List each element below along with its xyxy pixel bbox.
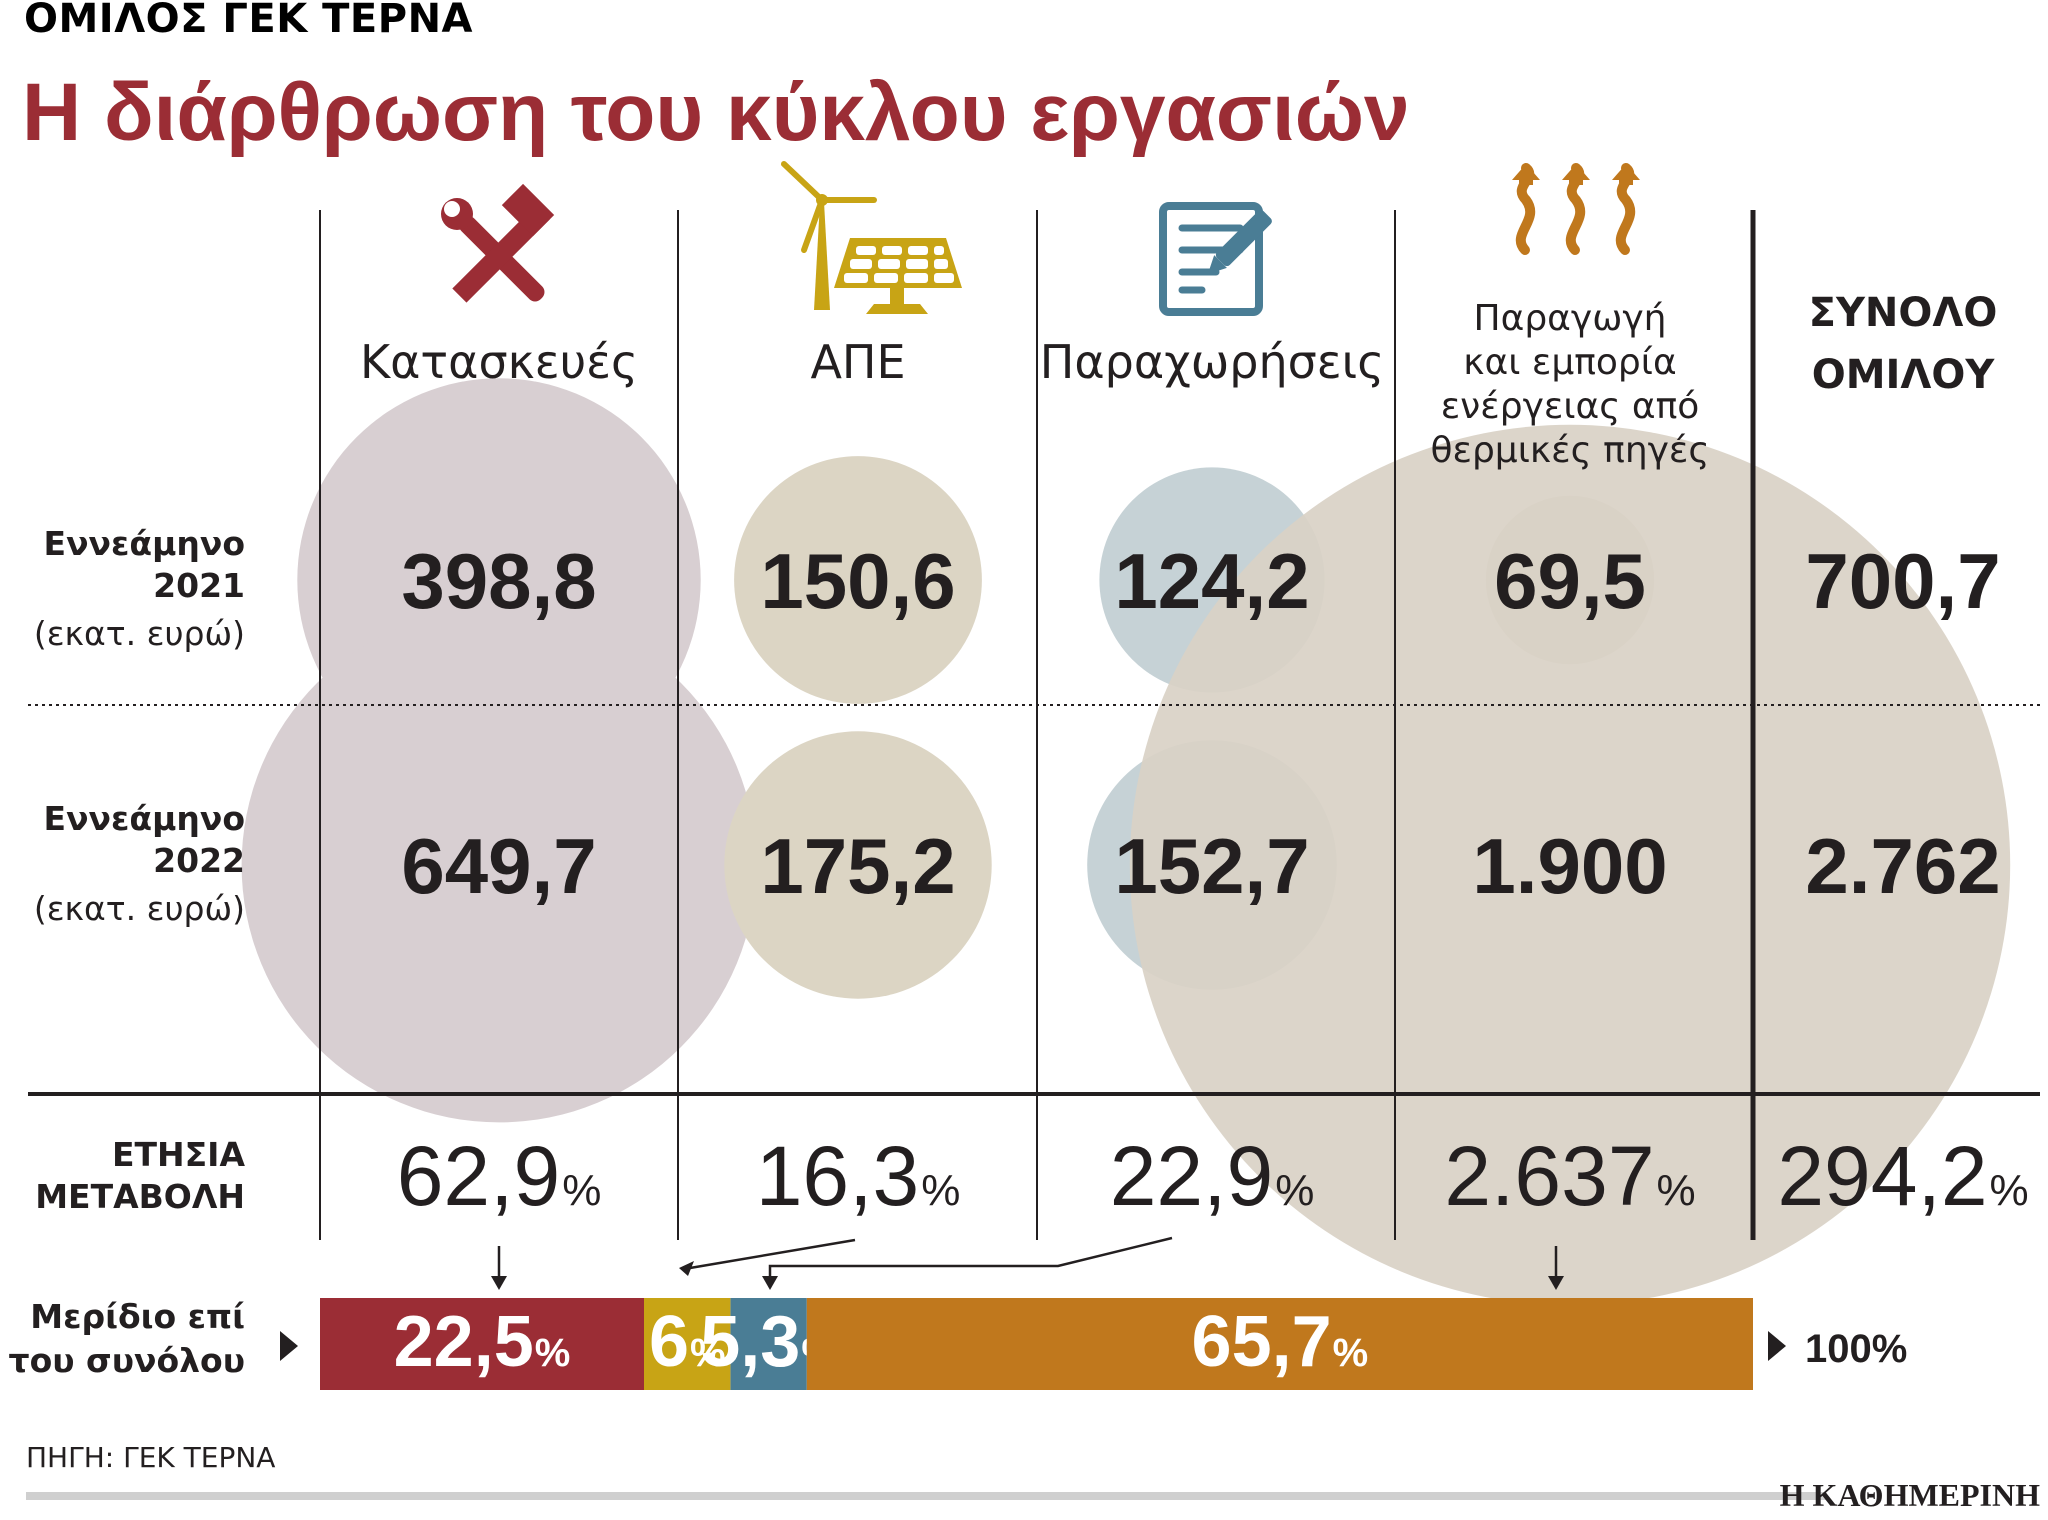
column-heading-construction: Κατασκευές bbox=[360, 335, 638, 389]
share-label: του συνόλου bbox=[9, 1341, 245, 1380]
share-row-marker bbox=[280, 1331, 298, 1361]
row-label-2022: 2022 bbox=[153, 841, 245, 880]
annual-change-value: 294,2% bbox=[1777, 1129, 2028, 1223]
row-label-2021: Εννεάμηνο bbox=[44, 524, 245, 563]
value-label-2021: 124,2 bbox=[1114, 537, 1309, 625]
total-share-marker bbox=[1768, 1331, 1786, 1361]
kicker: ΟΜΙΛΟΣ ΓΕΚ ΤΕΡΝΑ bbox=[24, 0, 473, 42]
total-heading: ΟΜΙΛΟΥ bbox=[1812, 352, 1996, 398]
wind-solar-icon bbox=[781, 161, 962, 314]
connector-renewables bbox=[689, 1238, 856, 1270]
share-segment bbox=[644, 1298, 731, 1390]
annual-change-label: ΕΤΗΣΙΑ bbox=[112, 1135, 245, 1174]
total-value-2022: 2.762 bbox=[1805, 822, 2000, 910]
value-label-2022: 152,7 bbox=[1114, 822, 1309, 910]
column-heading-concessions: Παραχωρήσεις bbox=[1040, 335, 1384, 389]
row-label-2022: Εννεάμηνο bbox=[44, 799, 245, 838]
connector-concessions bbox=[768, 1236, 1173, 1278]
brand-logo: Η ΚΑΘΗΜΕΡΙΝΗ bbox=[1780, 1477, 2040, 1513]
row-unit-2021: (εκατ. ευρώ) bbox=[34, 614, 245, 653]
column-heading-thermal: και εμπορία bbox=[1463, 342, 1676, 383]
value-label-2022: 649,7 bbox=[401, 822, 596, 910]
annual-change-label: ΜΕΤΑΒΟΛΗ bbox=[35, 1177, 245, 1216]
bubble-2022-3 bbox=[1129, 424, 2011, 1306]
connector-arrows bbox=[497, 1236, 1558, 1278]
source-note: ΠΗΓΗ: ΓΕΚ ΤΕΡΝΑ bbox=[26, 1441, 275, 1474]
column-heading-thermal: ενέργειας από bbox=[1441, 386, 1700, 427]
row-unit-2022: (εκατ. ευρώ) bbox=[34, 889, 245, 928]
value-label-2021: 398,8 bbox=[401, 537, 596, 625]
annual-change-value: 62,9% bbox=[397, 1129, 602, 1223]
total-share-value: 100% bbox=[1805, 1327, 1907, 1371]
grid-lines bbox=[28, 210, 2040, 1240]
contract-pen-icon bbox=[1159, 202, 1272, 316]
column-heading-thermal: Παραγωγή bbox=[1474, 298, 1667, 339]
share-segment bbox=[730, 1298, 807, 1390]
value-label-2021: 150,6 bbox=[760, 537, 955, 625]
column-heading-thermal: θερμικές πηγές bbox=[1430, 430, 1709, 471]
connector-arrowheads bbox=[491, 1261, 1564, 1290]
column-heading-renewables: ΑΠΕ bbox=[810, 335, 905, 389]
row-label-2021: 2021 bbox=[153, 566, 245, 605]
footer-rule bbox=[26, 1492, 1826, 1500]
share-bar: 22,5%6%5,3%65,7% bbox=[320, 1298, 1753, 1390]
value-label-2022: 175,2 bbox=[760, 822, 955, 910]
bubble-2021-1 bbox=[734, 456, 982, 704]
share-segment bbox=[806, 1298, 1753, 1390]
total-heading: ΣΥΝΟΛΟ bbox=[1809, 290, 1998, 336]
annual-change-value: 16,3% bbox=[756, 1129, 961, 1223]
bubble-2022-1 bbox=[724, 731, 992, 999]
page-title: Η διάρθρωση του κύκλου εργασιών bbox=[22, 67, 1410, 158]
value-label-2022: 1.900 bbox=[1472, 822, 1667, 910]
share-label: Μερίδιο επί bbox=[30, 1297, 245, 1336]
value-layer: 398,8 150,6 124,2 69,5 700,7 649,7 175,2 152,7 1… bbox=[397, 537, 2029, 1223]
share-segment bbox=[320, 1298, 644, 1390]
total-value-2021: 700,7 bbox=[1805, 537, 2000, 625]
bubble-2022-0 bbox=[241, 607, 757, 1123]
bubble-layer bbox=[241, 378, 2011, 1306]
annual-change-value: 2.637% bbox=[1444, 1129, 1695, 1223]
hammer-wrench-icon bbox=[441, 183, 555, 303]
heat-arrows-icon bbox=[1512, 163, 1640, 255]
value-label-2021: 69,5 bbox=[1494, 537, 1646, 625]
